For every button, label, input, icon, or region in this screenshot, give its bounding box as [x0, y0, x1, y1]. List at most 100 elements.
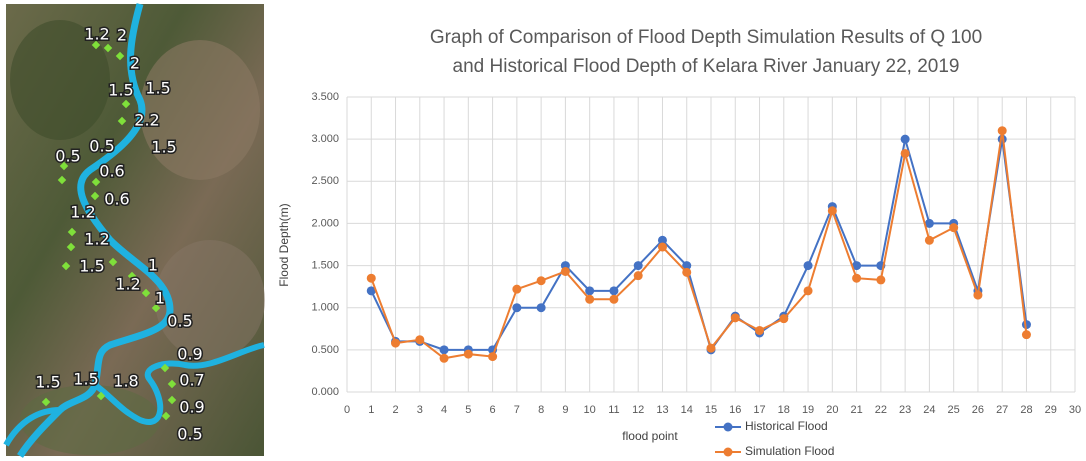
- map-marker: [121, 99, 131, 109]
- data-point: [463, 349, 473, 359]
- x-tick-label: 20: [826, 404, 838, 416]
- map-label: 1.2: [115, 275, 140, 294]
- map-marker: [117, 116, 127, 126]
- map-label: 1: [148, 256, 158, 275]
- map-marker: [115, 51, 125, 61]
- data-point: [997, 126, 1007, 136]
- x-axis-label: flood point: [622, 429, 678, 443]
- map-label: 0.5: [89, 137, 114, 156]
- river: [3, 407, 61, 447]
- x-tick-label: 29: [1045, 404, 1057, 416]
- data-point: [366, 286, 376, 296]
- data-point: [366, 273, 376, 283]
- data-point: [609, 286, 619, 296]
- map-label: 1.5: [35, 373, 60, 392]
- chart-title: Graph of Comparison of Flood Depth Simul…: [430, 27, 982, 48]
- map-marker: [167, 395, 177, 405]
- data-point: [657, 242, 667, 252]
- x-tick-label: 18: [778, 404, 790, 416]
- map-label: 1.2: [70, 203, 95, 222]
- x-tick-label: 27: [996, 404, 1008, 416]
- y-tick-label: 1.500: [311, 259, 339, 271]
- x-tick-label: 17: [753, 404, 765, 416]
- data-point: [900, 134, 910, 144]
- y-tick-label: 3.500: [311, 91, 339, 103]
- x-tick-label: 15: [705, 404, 717, 416]
- data-point: [512, 303, 522, 313]
- x-tick-label: 23: [899, 404, 911, 416]
- x-tick-label: 0: [344, 404, 350, 416]
- series-line: [370, 130, 1028, 360]
- data-point: [924, 218, 934, 228]
- x-tick-label: 8: [538, 404, 544, 416]
- x-tick-label: 26: [972, 404, 984, 416]
- x-tick-label: 9: [562, 404, 568, 416]
- map: [3, 3, 265, 458]
- y-tick-label: 1.000: [311, 302, 339, 314]
- x-tick-label: 30: [1069, 404, 1081, 416]
- map-label: 1.5: [151, 138, 176, 157]
- y-tick-label: 0.000: [311, 386, 339, 398]
- data-point: [900, 148, 910, 158]
- map-label: 1: [155, 289, 165, 308]
- data-point: [585, 286, 595, 296]
- x-tick-label: 28: [1020, 404, 1032, 416]
- legend-marker: [723, 422, 733, 432]
- data-point: [488, 352, 498, 362]
- data-point: [585, 294, 595, 304]
- data-point: [682, 261, 692, 271]
- map-label: 0.6: [104, 190, 129, 209]
- map-label: 0.5: [177, 425, 202, 444]
- map-marker: [167, 379, 177, 389]
- x-tick-label: 7: [514, 404, 520, 416]
- map-marker: [91, 177, 101, 187]
- map-terrain: [155, 240, 265, 360]
- chart-title: and Historical Flood Depth of Kelara Riv…: [453, 56, 960, 77]
- x-tick-label: 21: [850, 404, 862, 416]
- map-terrain: [10, 20, 110, 140]
- map-label: 2.2: [134, 111, 159, 130]
- data-point: [391, 338, 401, 348]
- data-point: [973, 290, 983, 300]
- map-terrain: [140, 40, 260, 180]
- x-tick-label: 22: [875, 404, 887, 416]
- map-marker: [160, 363, 170, 373]
- map-marker: [61, 261, 71, 271]
- data-point: [657, 235, 667, 245]
- map-marker: [103, 43, 113, 53]
- data-point: [682, 267, 692, 277]
- map-marker: [141, 288, 151, 298]
- map-marker: [57, 175, 67, 185]
- x-tick-label: 1: [368, 404, 374, 416]
- data-point: [730, 313, 740, 323]
- data-point: [827, 206, 837, 216]
- map-label: 0.9: [177, 345, 202, 364]
- legend-label: Simulation Flood: [745, 444, 834, 458]
- map-label: 0.5: [167, 312, 192, 331]
- river: [17, 3, 174, 458]
- x-tick-label: 3: [417, 404, 423, 416]
- x-tick-label: 11: [608, 404, 619, 416]
- map-marker: [90, 191, 100, 201]
- x-tick-label: 13: [656, 404, 668, 416]
- data-point: [1021, 330, 1031, 340]
- data-point: [852, 273, 862, 283]
- map-label: 1.2: [84, 25, 109, 44]
- map-label: 1.8: [113, 372, 138, 391]
- map-terrain: [20, 385, 160, 455]
- map-label: 1.2: [84, 230, 109, 249]
- x-tick-label: 2: [392, 404, 398, 416]
- x-tick-label: 4: [441, 404, 447, 416]
- data-point: [633, 271, 643, 281]
- map-label: 2: [117, 26, 127, 45]
- map-label: 0.6: [99, 162, 124, 181]
- y-tick-label: 3.000: [311, 133, 339, 145]
- map-marker: [151, 303, 161, 313]
- data-point: [876, 275, 886, 285]
- data-point: [755, 325, 765, 335]
- map-marker: [67, 227, 77, 237]
- y-axis-label: Flood Depth(m): [277, 203, 291, 286]
- x-tick-label: 24: [923, 404, 935, 416]
- data-point: [803, 261, 813, 271]
